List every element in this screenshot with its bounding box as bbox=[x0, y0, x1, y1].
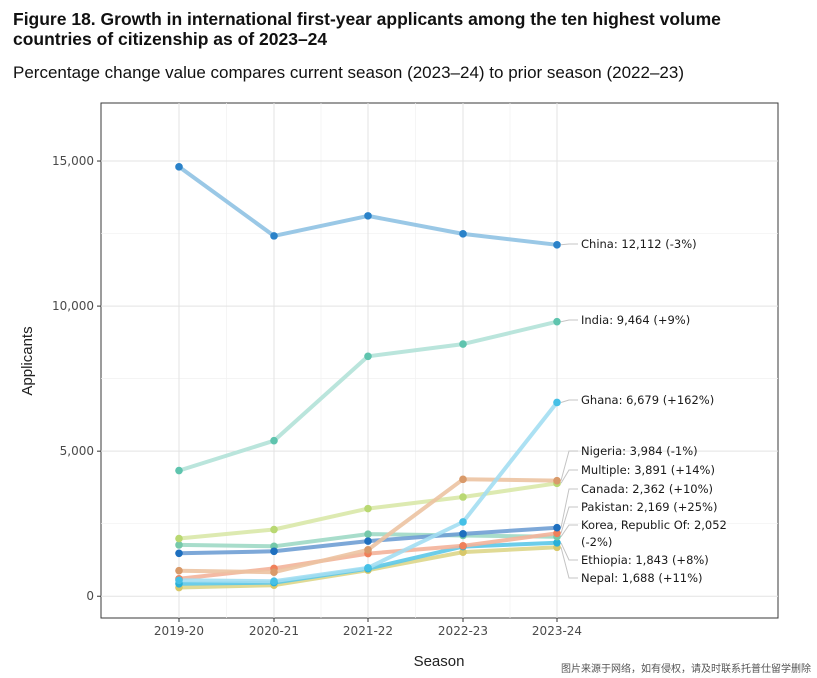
data-point-ghana bbox=[553, 398, 561, 407]
y-tick-label: 5,000 bbox=[60, 444, 94, 458]
x-tick-label: 2019-20 bbox=[154, 624, 204, 638]
x-axis-title: Season bbox=[414, 653, 465, 670]
data-point-canada bbox=[364, 537, 372, 545]
label-leader-lines bbox=[560, 243, 578, 579]
series-label-pakistan: Pakistan: 2,169 (+25%) bbox=[581, 500, 717, 514]
y-axis-ticks: 0 5,000 10,000 15,000 bbox=[52, 154, 101, 603]
series-label-korea-republic-of: Korea, Republic Of: 2,052 bbox=[581, 518, 727, 532]
data-point-canada bbox=[270, 547, 278, 556]
data-point-multiple bbox=[175, 534, 183, 543]
data-point-multiple bbox=[364, 504, 372, 513]
data-point-china bbox=[459, 230, 467, 238]
data-point-canada bbox=[553, 523, 561, 532]
series-label-korea-republic-of-cont: (-2%) bbox=[581, 535, 612, 549]
data-point-nigeria bbox=[364, 546, 372, 554]
data-point-india bbox=[459, 340, 467, 348]
leader-line-ghana bbox=[560, 399, 578, 403]
leader-line-canada bbox=[560, 488, 578, 528]
series-points bbox=[175, 163, 561, 592]
data-point-china bbox=[270, 232, 278, 240]
y-axis-title: Applicants bbox=[19, 326, 36, 395]
leader-line-india bbox=[560, 319, 578, 323]
y-tick-label: 0 bbox=[86, 589, 94, 603]
x-tick-label: 2022-23 bbox=[438, 624, 488, 638]
data-point-china bbox=[364, 212, 372, 220]
plot-panel bbox=[100, 102, 779, 619]
data-point-korea-republic-of bbox=[175, 541, 183, 549]
leader-line-korea-republic-of bbox=[560, 524, 578, 537]
watermark-text: 图片来源于网络，如有侵权，请及时联系托普仕留学删除 bbox=[561, 664, 811, 675]
chart-subtitle: Percentage change value compares current… bbox=[13, 63, 684, 82]
leader-line-china bbox=[560, 243, 578, 246]
leader-line-ethiopia bbox=[560, 542, 578, 561]
y-tick-label: 10,000 bbox=[52, 299, 94, 313]
data-point-nigeria bbox=[553, 476, 561, 485]
leader-line-multiple bbox=[560, 469, 578, 484]
chart-title: Figure 18. Growth in international first… bbox=[13, 9, 721, 49]
series-label-nigeria: Nigeria: 3,984 (-1%) bbox=[581, 444, 698, 458]
data-point-nepal bbox=[459, 548, 467, 556]
x-tick-label: 2021-22 bbox=[343, 624, 393, 638]
series-label-india: India: 9,464 (+9%) bbox=[581, 313, 690, 327]
x-tick-label: 2020-21 bbox=[249, 624, 299, 638]
data-point-ghana bbox=[270, 577, 278, 585]
data-point-ghana bbox=[364, 564, 372, 572]
data-point-china bbox=[175, 163, 183, 171]
data-point-nigeria bbox=[175, 566, 183, 575]
data-point-korea-republic-of bbox=[364, 530, 372, 538]
leader-line-nigeria bbox=[560, 450, 578, 481]
data-point-nigeria bbox=[270, 568, 278, 576]
data-point-ghana bbox=[175, 576, 183, 585]
data-point-ghana bbox=[459, 518, 467, 526]
leader-line-pakistan bbox=[560, 506, 578, 534]
x-axis-ticks: 2019-20 2020-21 2021-22 2022-23 2023-24 bbox=[154, 618, 582, 638]
leader-line-nepal bbox=[560, 547, 578, 579]
data-point-multiple bbox=[270, 525, 278, 534]
data-point-india bbox=[553, 317, 561, 326]
data-point-china bbox=[553, 241, 561, 249]
series-label-ghana: Ghana: 6,679 (+162%) bbox=[581, 393, 714, 407]
series-label-multiple: Multiple: 3,891 (+14%) bbox=[581, 463, 715, 477]
y-tick-label: 15,000 bbox=[52, 154, 94, 168]
data-point-canada bbox=[175, 549, 183, 558]
x-tick-label: 2023-24 bbox=[532, 624, 582, 638]
series-labels: Nepal: 1,688 (+11%) Ethiopia: 1,843 (+8%)… bbox=[581, 237, 727, 585]
series-label-china: China: 12,112 (-3%) bbox=[581, 237, 697, 251]
data-point-india bbox=[270, 436, 278, 445]
series-label-ethiopia: Ethiopia: 1,843 (+8%) bbox=[581, 553, 709, 567]
data-point-pakistan bbox=[459, 541, 467, 550]
grid-lines bbox=[101, 103, 778, 618]
data-point-canada bbox=[459, 530, 467, 538]
data-point-ethiopia bbox=[553, 538, 561, 547]
series-label-canada: Canada: 2,362 (+10%) bbox=[581, 482, 713, 496]
data-point-nigeria bbox=[459, 475, 467, 484]
data-point-india bbox=[175, 466, 183, 475]
series-label-nepal: Nepal: 1,688 (+11%) bbox=[581, 571, 703, 585]
data-point-india bbox=[364, 352, 372, 361]
data-point-multiple bbox=[459, 493, 467, 501]
data-point-pakistan bbox=[553, 529, 561, 538]
